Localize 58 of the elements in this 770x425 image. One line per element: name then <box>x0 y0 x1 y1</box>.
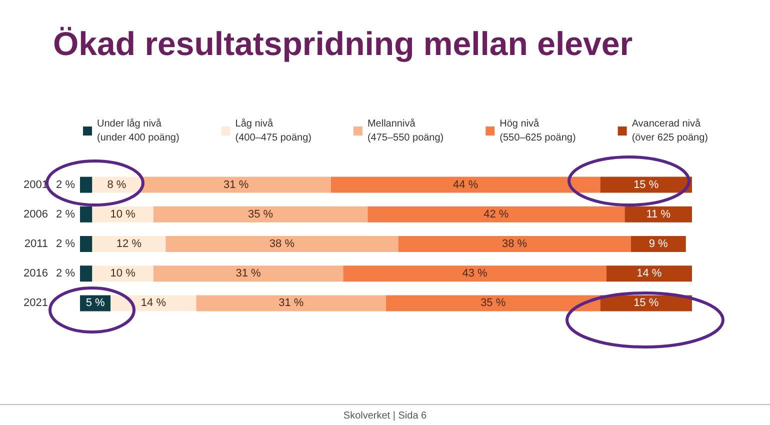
text: Skolverket | Sida 6 <box>343 410 428 422</box>
data-label: 31 % <box>236 268 262 280</box>
bar <box>92 206 154 222</box>
y-tick-label: 2021 <box>24 297 48 310</box>
bar <box>80 206 92 222</box>
bar <box>141 176 331 193</box>
data-label: 35 % <box>480 297 506 310</box>
bar <box>80 176 92 193</box>
bar <box>398 236 631 252</box>
data-label: 38 % <box>502 238 528 250</box>
data-label: 11 % <box>646 208 671 220</box>
legend-label: Under låg nivå (under 400 poäng) <box>97 118 180 144</box>
data-label: 44 % <box>453 178 478 191</box>
data-label: 14 % <box>636 268 662 280</box>
data-label: 12 % <box>116 238 142 250</box>
legend-label: Avancerad nivå (över 625 poäng) <box>632 118 708 144</box>
bar <box>92 236 166 252</box>
bar <box>600 176 692 193</box>
bar <box>80 236 92 252</box>
data-label: 8 % <box>107 178 126 191</box>
data-label: 42 % <box>484 208 509 220</box>
data-label: 31 % <box>224 178 249 191</box>
data-label: 14 % <box>140 297 166 310</box>
legend-label: Låg nivå (400–475 poäng) <box>235 118 312 144</box>
bar <box>330 176 600 193</box>
data-label: 10 % <box>110 268 136 280</box>
bar <box>386 295 600 312</box>
bar <box>110 295 196 312</box>
bar <box>166 236 398 252</box>
data-label: 43 % <box>462 268 488 280</box>
bar <box>606 266 692 282</box>
y-tick-label: 2016 <box>24 268 48 280</box>
legend-label: Hög nivå (550–625 poäng) <box>500 118 576 144</box>
data-label: 2 % <box>56 238 76 250</box>
data-label: 38 % <box>269 238 295 250</box>
chart-title: Ökad resultatspridning mellan elever <box>53 25 633 62</box>
bar <box>368 206 625 222</box>
bar <box>92 266 154 282</box>
bar <box>80 266 92 282</box>
data-label: 9 % <box>648 238 668 250</box>
y-tick-label: 2011 <box>24 238 48 250</box>
bar <box>624 206 692 222</box>
data-label: 2 % <box>56 268 76 280</box>
y-tick-label: 2006 <box>24 208 48 220</box>
data-label: 5 % <box>86 297 105 310</box>
data-label: 2 % <box>56 178 76 191</box>
legend-label: Mellannivå (475–550 poäng) <box>367 118 444 144</box>
data-label: 31 % <box>278 297 304 310</box>
data-label: 15 % <box>634 178 659 191</box>
bar <box>153 206 368 222</box>
bar <box>153 266 344 282</box>
data-label: 15 % <box>634 297 659 310</box>
bar <box>630 236 686 252</box>
data-label: 10 % <box>110 208 136 220</box>
data-label: 35 % <box>248 208 274 220</box>
data-label: 2 % <box>56 208 76 220</box>
bar <box>343 266 606 282</box>
bar <box>196 295 386 312</box>
